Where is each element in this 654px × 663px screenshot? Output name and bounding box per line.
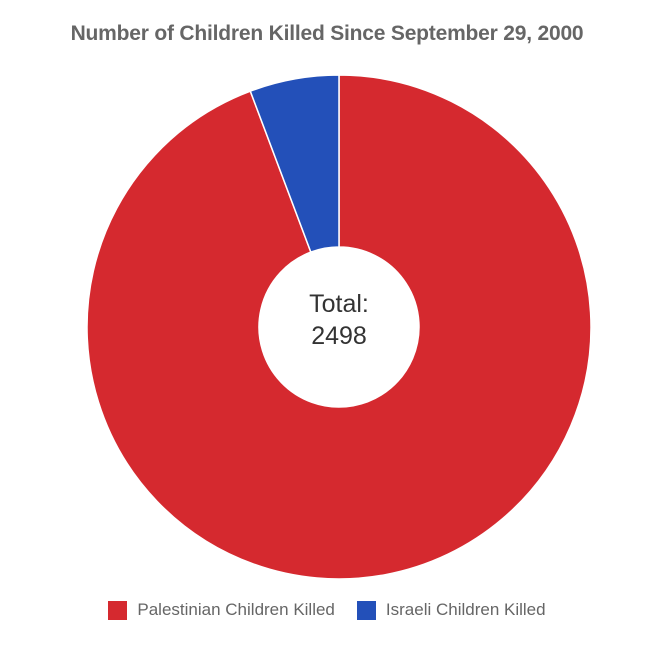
chart-title: Number of Children Killed Since Septembe… <box>70 22 584 45</box>
legend-item-israeli[interactable]: Israeli Children Killed <box>356 600 546 620</box>
donut-slices <box>86 74 592 580</box>
legend-swatch-palestinian <box>108 600 128 620</box>
donut-slice-1[interactable] <box>249 74 340 254</box>
center-total-value: 2498 <box>311 322 367 350</box>
legend-label-israeli: Israeli Children Killed <box>385 600 546 619</box>
center-total-caption: Total: <box>309 290 369 318</box>
center-total-label: Total: 2498 <box>259 288 419 352</box>
legend-item-palestinian[interactable]: Palestinian Children Killed <box>108 600 335 620</box>
legend-label-palestinian: Palestinian Children Killed <box>137 600 335 619</box>
legend: Palestinian Children Killed Israeli Chil… <box>0 600 654 620</box>
legend-swatch-israeli <box>356 600 376 620</box>
donut-slice-0[interactable] <box>86 74 592 580</box>
